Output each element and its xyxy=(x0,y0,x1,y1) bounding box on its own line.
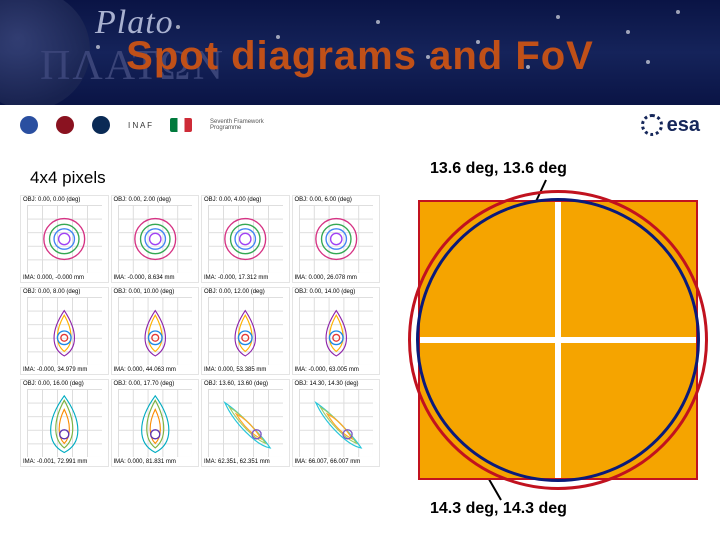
label-inner-angle: 13.6 deg, 13.6 deg xyxy=(430,160,567,178)
spot-ima-label: IMA: -0.000, 8.634 mm xyxy=(112,274,199,282)
logo-asi xyxy=(20,113,38,137)
logo-italia xyxy=(170,113,192,137)
spot-obj-label: OBJ: 0.00, 14.00 (deg) xyxy=(293,288,380,296)
spot-obj-label: OBJ: 14.30, 14.30 (deg) xyxy=(293,380,380,388)
spot-ima-label: IMA: -0.000, 63.005 mm xyxy=(293,366,380,374)
spot-obj-label: OBJ: 13.60, 13.60 (deg) xyxy=(202,380,289,388)
spot-obj-label: OBJ: 0.00, 6.00 (deg) xyxy=(293,196,380,204)
spot-ima-label: IMA: 0.000, -0.000 mm xyxy=(21,274,108,282)
spot-obj-label: OBJ: 0.00, 17.70 (deg) xyxy=(112,380,199,388)
spot-plot xyxy=(299,389,374,457)
spot-ima-label: IMA: 0.000, 81.831 mm xyxy=(112,458,199,466)
spot-ima-label: IMA: -0.001, 72.991 mm xyxy=(21,458,108,466)
spot-obj-label: OBJ: 0.00, 10.00 (deg) xyxy=(112,288,199,296)
spot-cell: OBJ: 0.00, 17.70 (deg) IMA: 0.000, 81.831… xyxy=(111,379,200,467)
spot-plot xyxy=(118,389,193,457)
spot-ima-label: IMA: 0.000, 44.063 mm xyxy=(112,366,199,374)
spot-ima-label: IMA: 0.000, 53.385 mm xyxy=(202,366,289,374)
spot-plot xyxy=(208,389,283,457)
spot-cell: OBJ: 0.00, 0.00 (deg) IMA: 0.000, -0.000 … xyxy=(20,195,109,283)
spot-cell: OBJ: 0.00, 16.00 (deg) IMA: -0.001, 72.99… xyxy=(20,379,109,467)
logo-esa: esa xyxy=(641,114,700,137)
fov-figure xyxy=(408,190,708,490)
spot-ima-label: IMA: -0.000, 34.979 mm xyxy=(21,366,108,374)
spot-ima-label: IMA: -0.000, 17.312 mm xyxy=(202,274,289,282)
spot-cell: OBJ: 0.00, 4.00 (deg) IMA: -0.000, 17.312… xyxy=(201,195,290,283)
spot-ima-label: IMA: 62.351, 62.351 mm xyxy=(202,458,289,466)
spot-obj-label: OBJ: 0.00, 0.00 (deg) xyxy=(21,196,108,204)
slide-title: Spot diagrams and FoV xyxy=(0,34,720,79)
spot-plot xyxy=(208,205,283,273)
logo-unipd xyxy=(56,113,74,137)
spot-cell: OBJ: 0.00, 2.00 (deg) IMA: -0.000, 8.634 … xyxy=(111,195,200,283)
spot-cell: OBJ: 0.00, 10.00 (deg) IMA: 0.000, 44.063… xyxy=(111,287,200,375)
logo-inaf xyxy=(92,113,110,137)
logo-row: I N A F Seventh Framework Programme esa xyxy=(0,105,720,145)
spot-diagram-grid: OBJ: 0.00, 0.00 (deg) IMA: 0.000, -0.000 … xyxy=(20,195,380,467)
logo-eu-project: Seventh Framework Programme xyxy=(210,113,290,137)
spot-plot xyxy=(27,297,102,365)
spot-obj-label: OBJ: 0.00, 4.00 (deg) xyxy=(202,196,289,204)
spot-ima-label: IMA: 66.007, 66.007 mm xyxy=(293,458,380,466)
spot-cell: OBJ: 0.00, 12.00 (deg) IMA: 0.000, 53.385… xyxy=(201,287,290,375)
fov-inner-circle xyxy=(416,198,700,482)
spot-plot xyxy=(118,297,193,365)
spot-plot xyxy=(208,297,283,365)
spot-ima-label: IMA: 0.000, 26.078 mm xyxy=(293,274,380,282)
logo-inaf-text: I N A F xyxy=(128,113,152,137)
esa-text: esa xyxy=(667,114,700,137)
spot-obj-label: OBJ: 0.00, 12.00 (deg) xyxy=(202,288,289,296)
spot-obj-label: OBJ: 0.00, 16.00 (deg) xyxy=(21,380,108,388)
spot-cell: OBJ: 0.00, 14.00 (deg) IMA: -0.000, 63.00… xyxy=(292,287,381,375)
spot-cell: OBJ: 13.60, 13.60 (deg) IMA: 62.351, 62.3… xyxy=(201,379,290,467)
spot-obj-label: OBJ: 0.00, 8.00 (deg) xyxy=(21,288,108,296)
spot-cell: OBJ: 0.00, 8.00 (deg) IMA: -0.000, 34.979… xyxy=(20,287,109,375)
label-pixel-scale: 4x4 pixels xyxy=(30,168,106,188)
header-band: Plato ΠΛΑΤΩΝ Spot diagrams and FoV xyxy=(0,0,720,105)
spot-cell: OBJ: 14.30, 14.30 (deg) IMA: 66.007, 66.0… xyxy=(292,379,381,467)
spot-plot xyxy=(299,297,374,365)
label-outer-angle: 14.3 deg, 14.3 deg xyxy=(430,500,567,518)
spot-plot xyxy=(118,205,193,273)
spot-cell: OBJ: 0.00, 6.00 (deg) IMA: 0.000, 26.078 … xyxy=(292,195,381,283)
spot-plot xyxy=(27,205,102,273)
spot-plot xyxy=(27,389,102,457)
spot-obj-label: OBJ: 0.00, 2.00 (deg) xyxy=(112,196,199,204)
spot-plot xyxy=(299,205,374,273)
esa-ring-icon xyxy=(641,114,663,136)
